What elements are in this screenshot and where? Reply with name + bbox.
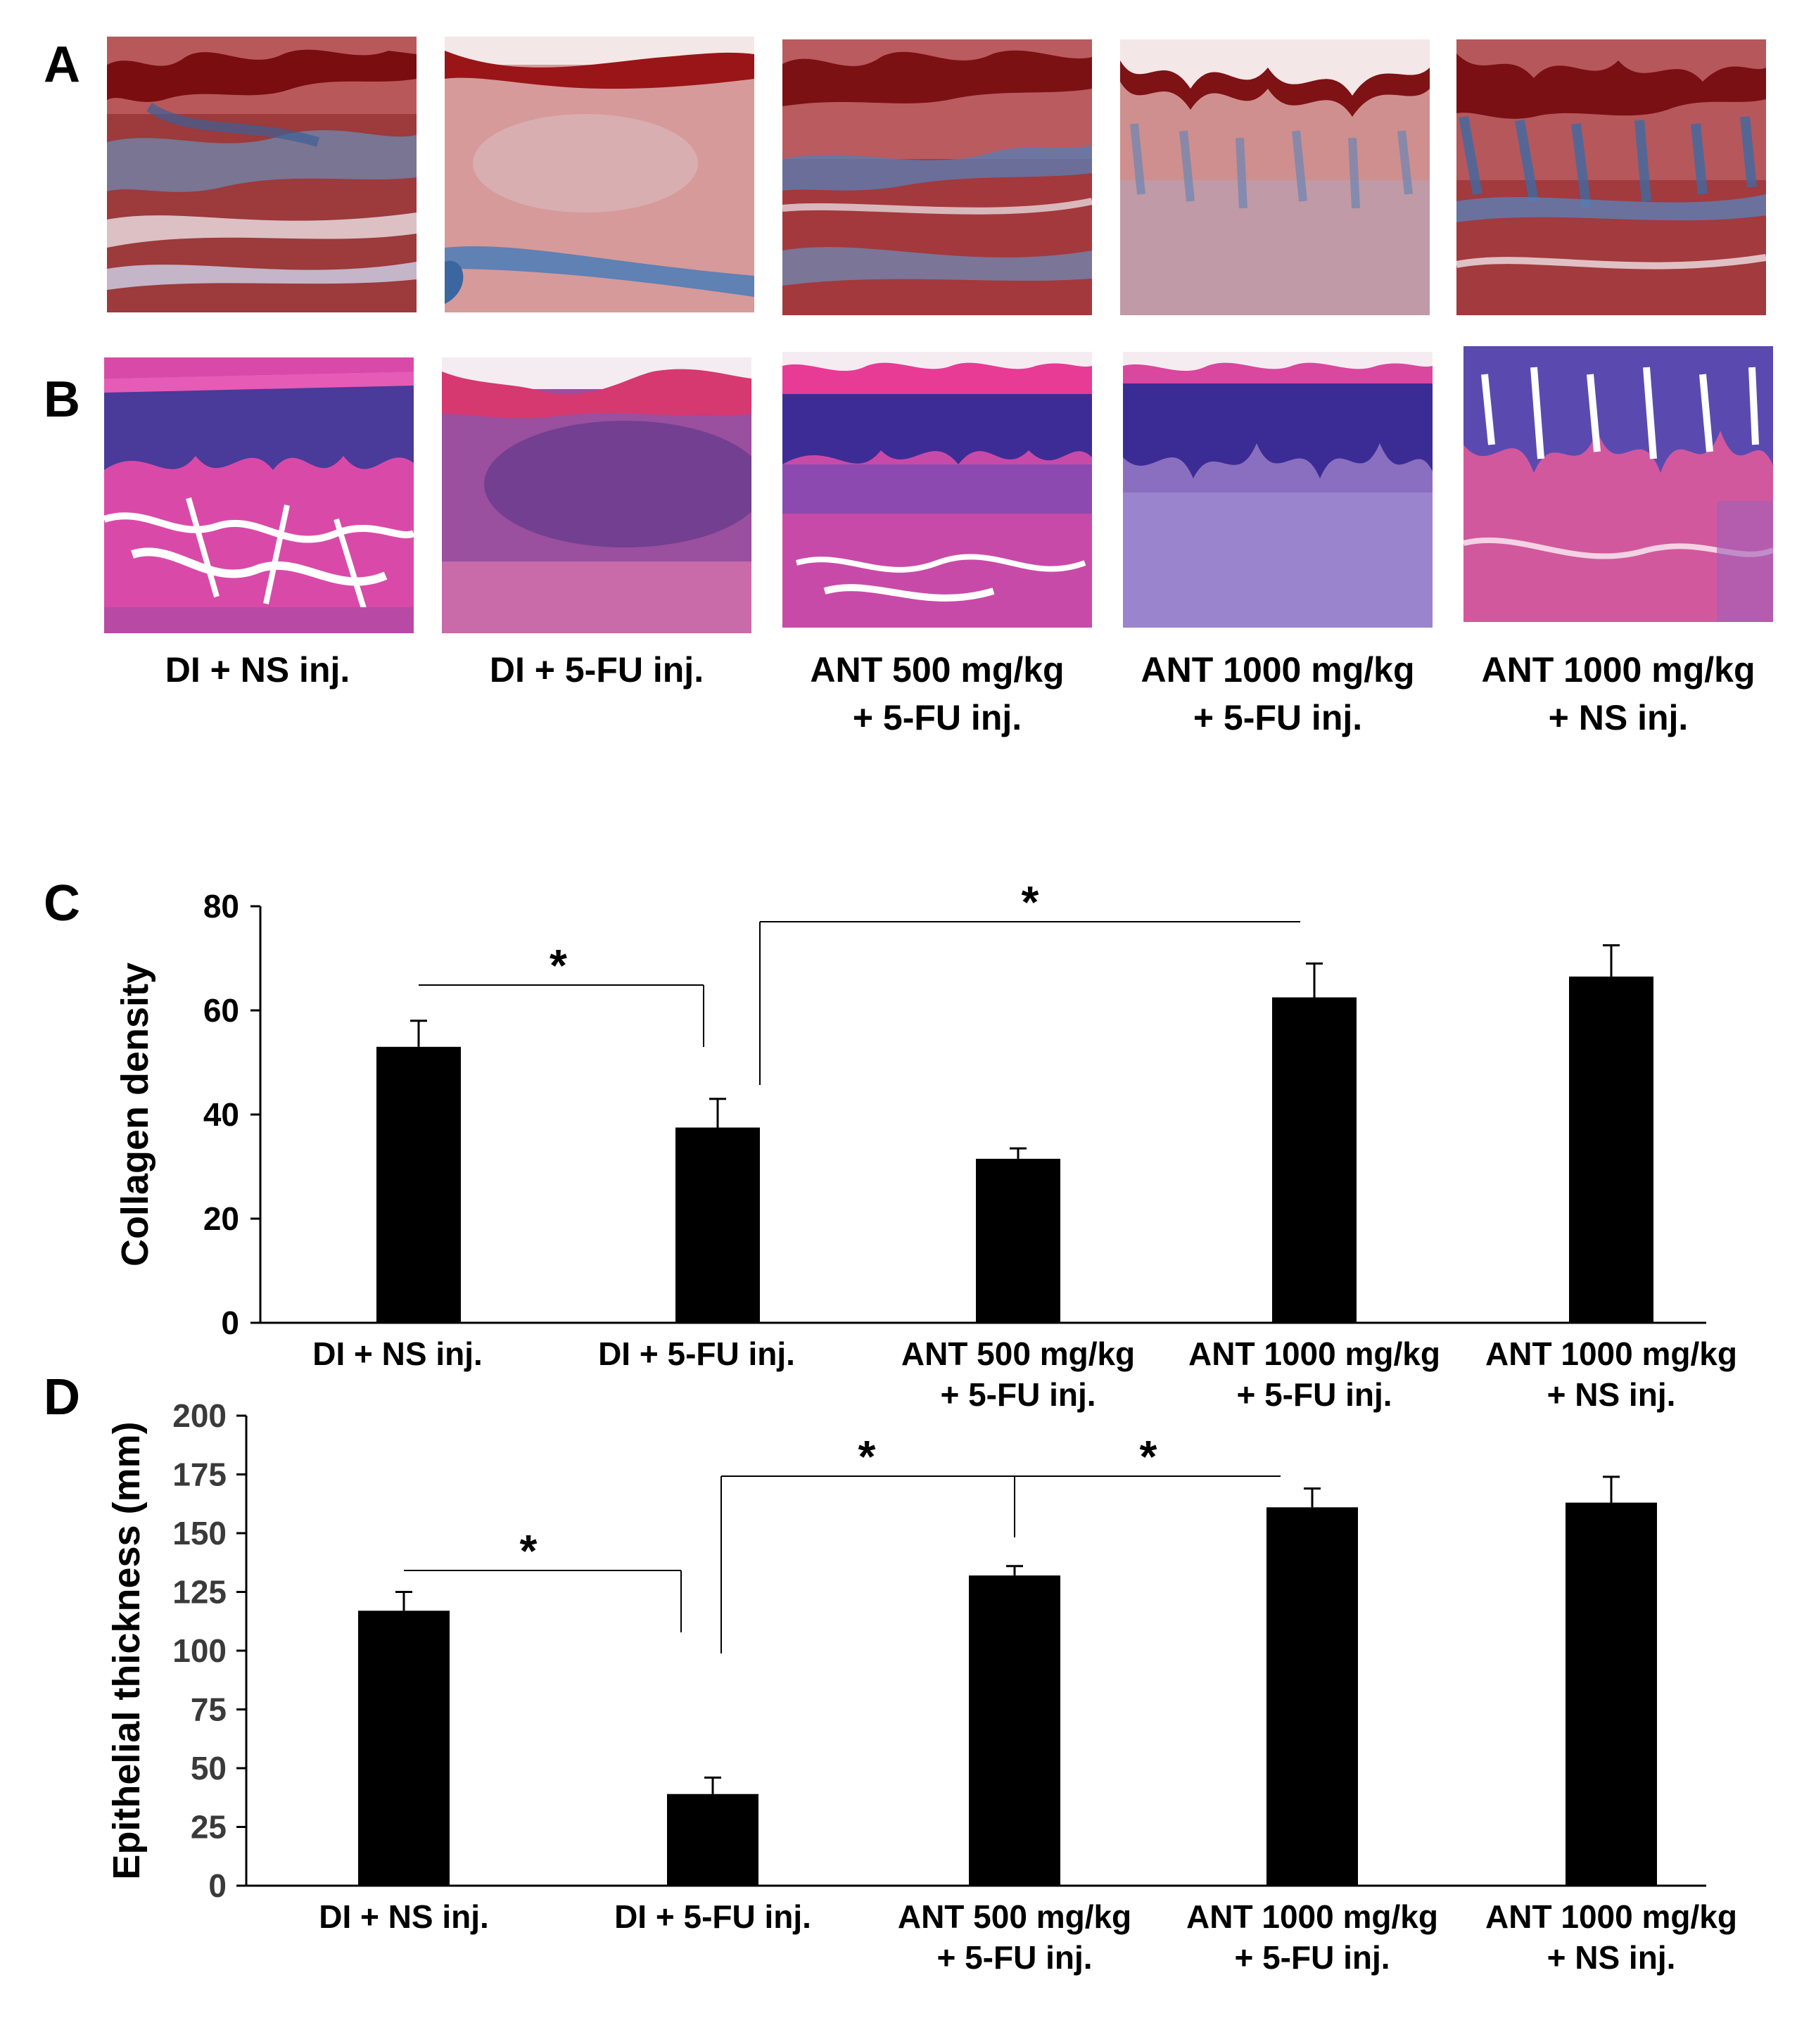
micrograph-group-label-4: ANT 1000 mg/kg + 5-FU inj. bbox=[1141, 650, 1415, 737]
micrograph-b-1 bbox=[104, 357, 414, 633]
chart-d-ytick-label-4: 100 bbox=[172, 1632, 227, 1669]
chart-c-category-label-1: DI + 5-FU inj. bbox=[598, 1335, 795, 1372]
micrograph-b-4 bbox=[1123, 352, 1433, 628]
chart-c-sig-star-1: * bbox=[1022, 877, 1039, 927]
chart-d-sig-star-2: * bbox=[1140, 1431, 1157, 1482]
chart-c-category-label-4: ANT 1000 mg/kg bbox=[1485, 1335, 1737, 1372]
chart-d-bar-3 bbox=[1266, 1507, 1358, 1886]
micrograph-b-3 bbox=[782, 352, 1092, 628]
chart-d-ytick-label-0: 0 bbox=[208, 1867, 227, 1904]
chart-d-category-label-0: DI + NS inj. bbox=[319, 1898, 489, 1935]
chart-c-category-label-0: DI + NS inj. bbox=[312, 1335, 483, 1372]
micrograph-group-label-2: DI + 5-FU inj. bbox=[489, 650, 704, 690]
chart-c-bar-3 bbox=[1272, 997, 1357, 1323]
micrograph-group-label-1: DI + NS inj. bbox=[165, 650, 350, 690]
chart-d-sig-star-1: * bbox=[858, 1431, 876, 1482]
panel-label-a: A bbox=[44, 37, 80, 93]
chart-d-y-axis-label: Epithelial thickness (mm) bbox=[106, 1421, 148, 1879]
chart-d-bar-4 bbox=[1566, 1502, 1657, 1886]
chart-c-bar-2 bbox=[976, 1158, 1060, 1323]
chart-c-category-label-2-line2: + 5-FU inj. bbox=[940, 1376, 1096, 1413]
chart-c-ytick-label-0: 0 bbox=[221, 1305, 239, 1341]
chart-c-bar-0 bbox=[376, 1046, 461, 1323]
chart-d-category-label-2: ANT 500 mg/kg bbox=[898, 1898, 1131, 1935]
chart-c-y-axis-label: Collagen density bbox=[114, 963, 156, 1267]
micrograph-b-2 bbox=[442, 357, 751, 633]
chart-c-category-label-3: ANT 1000 mg/kg bbox=[1188, 1335, 1440, 1372]
chart-c-ytick-label-4: 80 bbox=[203, 888, 239, 925]
micrograph-b-5 bbox=[1463, 346, 1773, 622]
chart-d-ytick-label-8: 200 bbox=[172, 1397, 227, 1434]
chart-d-sig-star-0: * bbox=[520, 1525, 538, 1576]
chart-c-category-label-3-line2: + 5-FU inj. bbox=[1236, 1376, 1392, 1413]
chart-c-ytick-label-3: 60 bbox=[203, 992, 239, 1029]
chart-c-ytick-label-1: 20 bbox=[203, 1200, 239, 1237]
chart-d-ytick-label-3: 75 bbox=[191, 1691, 227, 1728]
chart-d-ytick-label-2: 50 bbox=[191, 1750, 227, 1786]
micrograph-a-5 bbox=[1456, 39, 1766, 315]
chart-d-bar-0 bbox=[358, 1611, 450, 1886]
chart-d-ytick-label-7: 175 bbox=[172, 1456, 227, 1493]
chart-d-category-label-1: DI + 5-FU inj. bbox=[614, 1898, 811, 1935]
chart-d-bar-1 bbox=[667, 1794, 758, 1886]
chart-d-category-label-3: ANT 1000 mg/kg bbox=[1186, 1898, 1438, 1935]
micrograph-group-label-3: ANT 500 mg/kg + 5-FU inj. bbox=[810, 650, 1065, 737]
chart-d-category-label-4: ANT 1000 mg/kg bbox=[1485, 1898, 1737, 1935]
chart-d-ytick-label-6: 150 bbox=[172, 1515, 227, 1551]
panel-label-b: B bbox=[44, 372, 80, 428]
chart-d-ytick-label-5: 125 bbox=[172, 1574, 227, 1611]
chart-c-sig-star-0: * bbox=[550, 940, 567, 991]
micrograph-a-3 bbox=[782, 39, 1092, 315]
micrograph-a-1 bbox=[107, 37, 417, 312]
chart-d-category-label-3-line2: + 5-FU inj. bbox=[1234, 1939, 1390, 1976]
chart-d-ytick-label-1: 25 bbox=[191, 1809, 227, 1846]
panel-label-d: D bbox=[44, 1369, 80, 1426]
chart-c-category-label-2: ANT 500 mg/kg bbox=[901, 1335, 1135, 1372]
micrograph-group-label-5: ANT 1000 mg/kg + NS inj. bbox=[1481, 650, 1755, 737]
chart-c-bar-1 bbox=[675, 1127, 760, 1323]
chart-c-bar-4 bbox=[1569, 976, 1653, 1323]
micrograph-a-4 bbox=[1120, 39, 1430, 315]
chart-d-category-label-2-line2: + 5-FU inj. bbox=[936, 1939, 1092, 1976]
micrograph-a-2 bbox=[445, 37, 754, 312]
chart-c-category-label-4-line2: + NS inj. bbox=[1547, 1376, 1676, 1413]
chart-c-ytick-label-2: 40 bbox=[203, 1096, 239, 1133]
panel-label-c: C bbox=[44, 875, 80, 932]
chart-d-bar-2 bbox=[969, 1575, 1060, 1886]
chart-d-category-label-4-line2: + NS inj. bbox=[1547, 1939, 1676, 1976]
